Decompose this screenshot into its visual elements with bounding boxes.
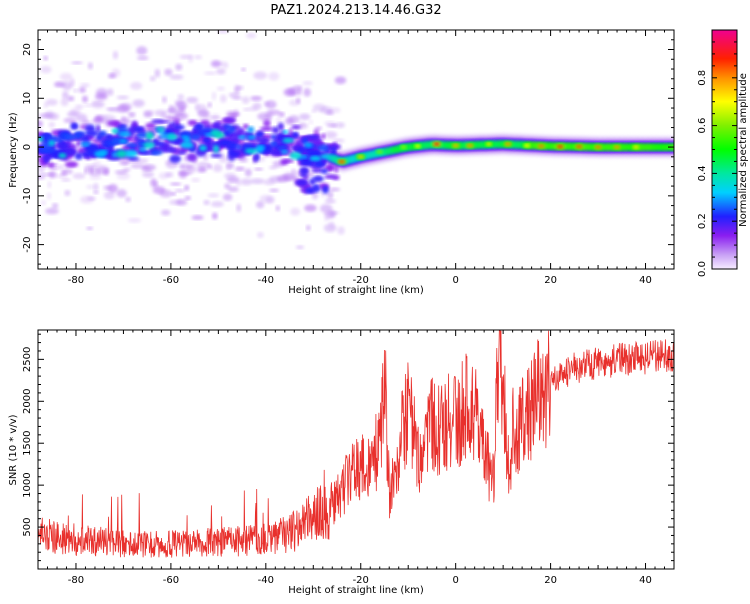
top-ytick-label: 20 xyxy=(22,43,33,56)
top-xtick-label: 20 xyxy=(544,275,557,286)
top-yaxis-label: Frequency (Hz) xyxy=(8,112,19,188)
bottom-xtick-label: 0 xyxy=(452,575,458,586)
spectrogram-panel: -80 -60 -40 -20 0 20 40 -20 -10 0 10 20 Height of … xyxy=(8,29,675,296)
bottom-xtick-label: 20 xyxy=(544,575,557,586)
top-xtick-label: 0 xyxy=(452,275,458,286)
bottom-xaxis-label: Height of straight line (km) xyxy=(288,585,424,596)
top-xtick-label: -20 xyxy=(353,275,369,286)
top-ytick-label: 0 xyxy=(22,144,33,150)
top-xtick-label: -60 xyxy=(163,275,179,286)
colorbar-tick-label: 0.8 xyxy=(697,70,708,86)
bottom-xtick-label: -60 xyxy=(163,575,179,586)
top-xaxis-label: Height of straight line (km) xyxy=(288,285,424,296)
bottom-ytick-label: 500 xyxy=(22,518,33,537)
bottom-xtick-label: -80 xyxy=(68,575,84,586)
bottom-ytick-label: 1000 xyxy=(22,472,33,497)
snr-series-line xyxy=(38,330,674,558)
bottom-xtick-label: 40 xyxy=(639,575,652,586)
top-xtick-label: -80 xyxy=(68,275,84,286)
top-xtick-label: -40 xyxy=(258,275,274,286)
colorbar-tick-label: 0.4 xyxy=(697,165,708,181)
colorbar: 0.0 0.2 0.4 0.6 0.8 Normalized spectral ampl… xyxy=(697,29,749,277)
colorbar-label: Normalized spectral amplitude xyxy=(738,73,749,227)
bottom-yaxis-label: SNR (10 * v/v) xyxy=(8,414,19,485)
colorbar-tick-label: 0.2 xyxy=(697,213,708,229)
colorbar-tick-label: 0.0 xyxy=(697,261,708,277)
bottom-ytick-label: 1500 xyxy=(22,430,33,455)
bottom-xtick-label: -20 xyxy=(353,575,369,586)
figure-title: PAZ1.2024.213.14.46.G32 xyxy=(270,3,441,18)
bottom-xtick-label: -40 xyxy=(258,575,274,586)
bottom-ytick-label: 2000 xyxy=(22,389,33,414)
spectrogram-heatmap xyxy=(38,30,674,250)
snr-panel: -80 -60 -40 -20 0 20 40 500 1000 1500 2000 2500 He… xyxy=(8,329,675,596)
top-xtick-label: 40 xyxy=(639,275,652,286)
bottom-ytick-label: 2500 xyxy=(22,347,33,372)
top-ytick-label: -10 xyxy=(22,188,33,204)
top-ytick-label: 10 xyxy=(22,92,33,105)
top-ytick-label: -20 xyxy=(22,236,33,252)
colorbar-tick-label: 0.6 xyxy=(697,118,708,134)
